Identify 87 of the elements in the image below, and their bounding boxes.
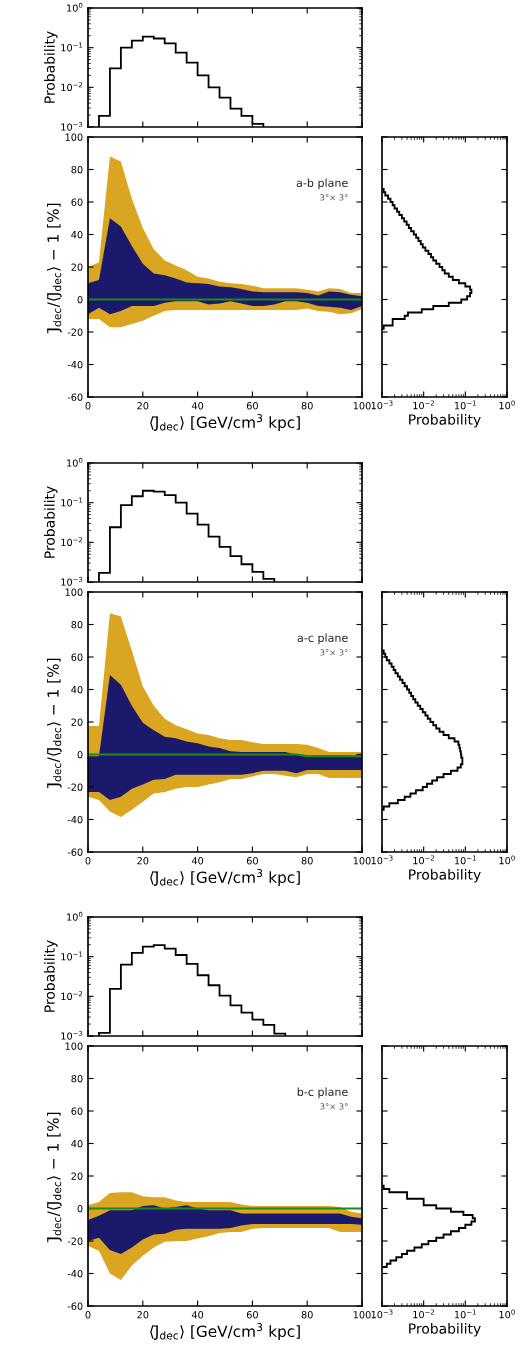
y-tick-label: 10$^{−1}$ — [61, 951, 83, 961]
x-tick-label: 0 — [85, 1311, 91, 1319]
x-tick-label: 40 — [191, 402, 204, 410]
y-tick-label: 0 — [77, 295, 83, 304]
y-tick-label: 10$^{−3}$ — [61, 576, 83, 586]
y-tick-label: -20 — [67, 1237, 83, 1245]
y-tick-label: 20 — [71, 718, 83, 726]
y-tick-label: 40 — [71, 230, 83, 239]
y-axis-title: Probability — [44, 486, 58, 558]
y-tick-label: 80 — [71, 620, 83, 629]
y-tick-label: 100 — [65, 133, 83, 141]
y-tick-label: 0 — [77, 750, 83, 759]
y-tick-label: -60 — [67, 1302, 83, 1310]
y-tick-label: 10$^{−1}$ — [61, 42, 83, 52]
y-tick-label: 10$^{−2}$ — [61, 991, 83, 1001]
annotation: a-c plane — [297, 633, 348, 645]
annotation: b-c plane — [297, 1087, 348, 1099]
x-axis-title: ⟨J̄$_{dec}$⟩ [GeV/cm$^{3}$ kpc] — [150, 869, 300, 887]
x-tick-label: 10$^{−1}$ — [454, 855, 476, 865]
y-tick-label: 10$^{0}$ — [67, 911, 83, 921]
y-tick-label: 100 — [65, 588, 83, 596]
x-tick-label: 10$^{−3}$ — [371, 400, 393, 410]
y-tick-label: 10$^{0}$ — [67, 457, 83, 467]
x-tick-label: 20 — [137, 402, 149, 410]
x-tick-label: 10$^{−1}$ — [454, 400, 476, 410]
x-tick-label: 20 — [137, 1311, 149, 1319]
y-axis-title: J̄$_{dec}$/⟨J̄$_{dec}$⟩ − 1 [%] — [46, 1112, 62, 1243]
x-axis-title: Probability — [409, 1323, 481, 1337]
y-tick-label: 10$^{−1}$ — [61, 497, 83, 507]
x-tick-label: 10$^{0}$ — [499, 855, 515, 865]
y-tick-label: 10$^{−2}$ — [61, 537, 83, 547]
y-tick-label: -60 — [67, 393, 83, 401]
y-tick-label: 10$^{−3}$ — [61, 121, 83, 131]
y-axis-title: J̄$_{dec}$/⟨J̄$_{dec}$⟩ − 1 [%] — [46, 658, 62, 789]
annotation: 3°× 3° — [320, 194, 348, 201]
y-tick-label: -40 — [67, 1269, 83, 1278]
x-tick-label: 10$^{−3}$ — [371, 855, 393, 865]
x-tick-label: 10$^{0}$ — [499, 400, 515, 410]
annotation: 3°× 3° — [320, 649, 348, 656]
y-tick-label: -40 — [67, 360, 83, 369]
y-tick-label: 20 — [71, 263, 83, 271]
x-tick-label: 60 — [246, 402, 258, 410]
x-tick-label: 80 — [301, 1311, 313, 1319]
x-tick-label: 100 — [353, 402, 371, 410]
x-tick-label: 10$^{0}$ — [499, 1309, 515, 1319]
y-tick-label: 80 — [71, 1074, 83, 1083]
annotation: a-b plane — [296, 178, 348, 190]
y-tick-label: 10$^{−2}$ — [61, 82, 83, 92]
y-tick-label: 40 — [71, 685, 83, 694]
y-tick-label: 60 — [71, 1107, 83, 1115]
x-tick-label: 10$^{−2}$ — [413, 855, 435, 865]
y-tick-label: -40 — [67, 815, 83, 824]
x-tick-label: 10$^{−2}$ — [413, 400, 435, 410]
y-tick-label: -20 — [67, 328, 83, 336]
y-tick-label: 80 — [71, 165, 83, 174]
y-tick-label: -20 — [67, 783, 83, 791]
x-tick-label: 40 — [191, 1311, 204, 1319]
x-tick-label: 100 — [353, 1311, 371, 1319]
y-tick-label: 10$^{−3}$ — [61, 1030, 83, 1040]
x-axis-title: ⟨J̄$_{dec}$⟩ [GeV/cm$^{3}$ kpc] — [150, 414, 300, 432]
y-axis-title: J̄$_{dec}$/⟨J̄$_{dec}$⟩ − 1 [%] — [46, 203, 62, 334]
y-tick-label: -60 — [67, 848, 83, 856]
x-axis-title: ⟨J̄$_{dec}$⟩ [GeV/cm$^{3}$ kpc] — [150, 1323, 300, 1341]
annotation: 3°× 3° — [320, 1103, 348, 1110]
y-tick-label: 0 — [77, 1204, 83, 1213]
y-tick-label: 10$^{0}$ — [67, 2, 83, 12]
x-tick-label: 20 — [137, 857, 149, 865]
x-tick-label: 80 — [301, 402, 313, 410]
x-tick-label: 0 — [85, 402, 91, 410]
y-tick-label: 60 — [71, 198, 83, 206]
x-tick-label: 10$^{−1}$ — [454, 1309, 476, 1319]
x-tick-label: 10$^{−2}$ — [413, 1309, 435, 1319]
x-axis-title: Probability — [409, 869, 481, 883]
y-tick-label: 60 — [71, 653, 83, 661]
y-axis-title: Probability — [44, 940, 58, 1012]
x-tick-label: 40 — [191, 857, 204, 865]
x-tick-label: 60 — [246, 1311, 258, 1319]
x-tick-label: 80 — [301, 857, 313, 865]
x-axis-title: Probability — [409, 414, 481, 428]
x-tick-label: 100 — [353, 857, 371, 865]
y-tick-label: 40 — [71, 1139, 83, 1148]
y-axis-title: Probability — [44, 31, 58, 103]
y-tick-label: 20 — [71, 1172, 83, 1180]
x-tick-label: 0 — [85, 857, 91, 865]
x-tick-label: 10$^{−3}$ — [371, 1309, 393, 1319]
y-tick-label: 100 — [65, 1042, 83, 1050]
x-tick-label: 60 — [246, 857, 258, 865]
